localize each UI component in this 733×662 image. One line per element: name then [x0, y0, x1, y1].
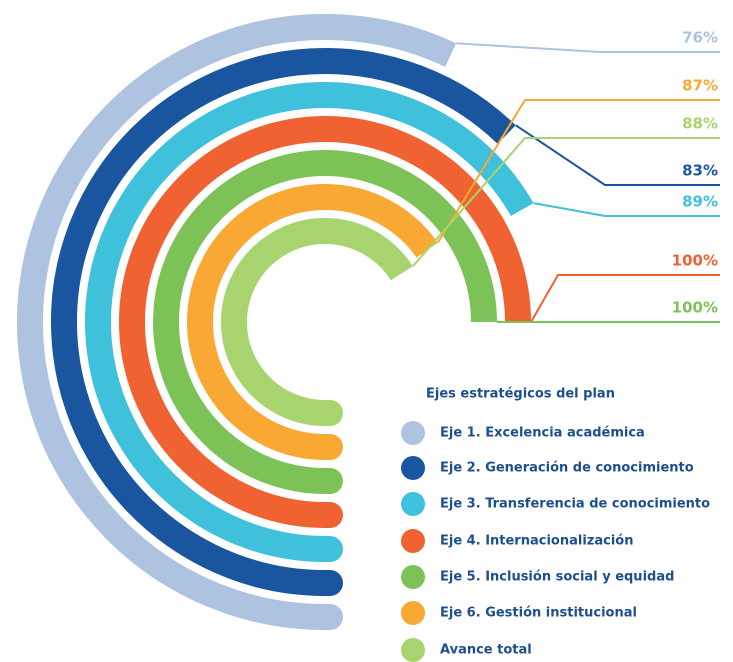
arc-bar	[119, 116, 531, 528]
arc-cap	[317, 434, 343, 460]
legend-swatch	[401, 492, 425, 516]
legend-label: Eje 3. Transferencia de conocimiento	[440, 497, 710, 512]
legend-swatch	[401, 638, 425, 662]
value-label: 87%	[682, 77, 718, 95]
legend-label: Eje 6. Gestión institucional	[440, 606, 637, 621]
legend-swatch	[401, 601, 425, 625]
legend-swatch	[401, 529, 425, 553]
legend-swatch	[401, 421, 425, 445]
legend-swatch	[401, 565, 425, 589]
arc-bar	[85, 82, 534, 562]
arc-bar	[51, 48, 516, 596]
arc-cap	[317, 570, 343, 596]
value-label: 83%	[682, 162, 718, 180]
arc-cap	[317, 468, 343, 494]
leader-line	[515, 124, 720, 186]
value-label: 100%	[672, 299, 718, 317]
leader-line	[412, 137, 720, 267]
arc-bar	[153, 150, 497, 494]
value-label: 89%	[682, 193, 718, 211]
leader-line	[533, 202, 720, 217]
legend-label: Eje 4. Internacionalización	[440, 534, 633, 549]
leader-line	[437, 99, 720, 244]
arc-cap	[317, 400, 343, 426]
legend-label: Eje 5. Inclusión social y equidad	[440, 570, 674, 585]
legend-swatch	[401, 456, 425, 480]
arc-cap	[317, 536, 343, 562]
arc-cap	[317, 502, 343, 528]
leader-line	[530, 274, 720, 323]
arc-bar	[17, 14, 457, 630]
value-label: 100%	[672, 252, 718, 270]
arc-cap	[317, 604, 343, 630]
legend-label: Eje 1. Excelencia académica	[440, 426, 645, 441]
arc-bar	[187, 184, 438, 460]
arc-bar	[221, 218, 413, 426]
leader-line	[456, 42, 720, 53]
legend-title: Ejes estratégicos del plan	[426, 387, 615, 402]
value-label: 88%	[682, 115, 718, 133]
legend-label: Eje 2. Generación de conocimiento	[440, 461, 694, 476]
legend-label: Avance total	[440, 643, 532, 658]
value-label: 76%	[682, 29, 718, 47]
